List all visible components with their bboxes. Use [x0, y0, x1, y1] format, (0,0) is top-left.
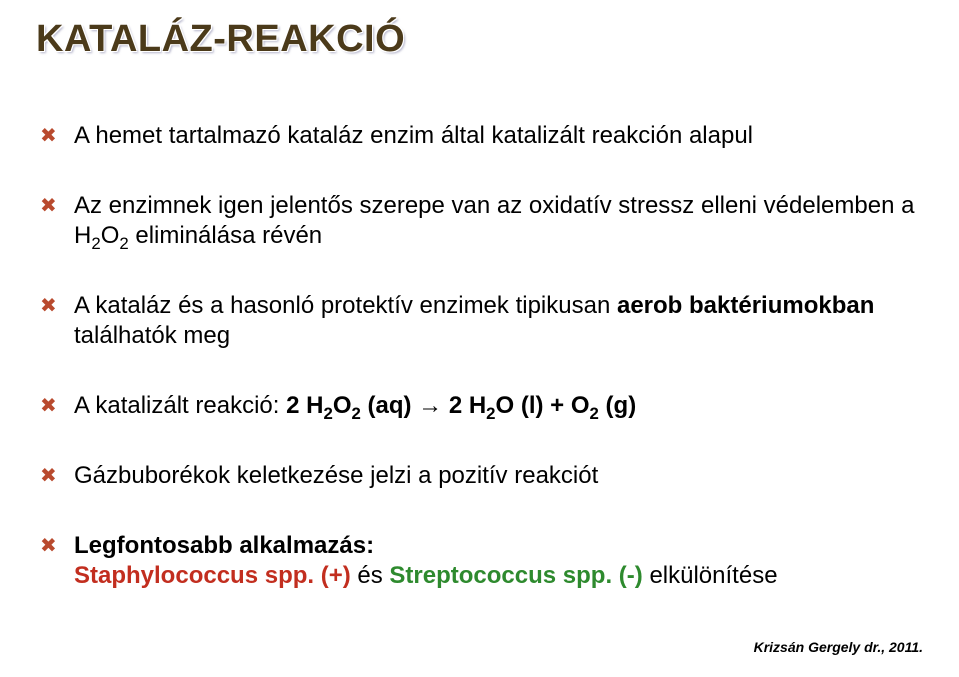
slide-title: KATALÁZ-REAKCIÓ: [36, 18, 923, 61]
list-item: A katalizált reakció: 2 H2O2 (aq) → 2 H2…: [40, 391, 923, 421]
footer-credit: Krizsán Gergely dr., 2011.: [754, 639, 923, 655]
list-item: A kataláz és a hasonló protektív enzimek…: [40, 291, 923, 351]
list-item: Az enzimnek igen jelentős szerepe van az…: [40, 191, 923, 251]
list-item: A hemet tartalmazó kataláz enzim által k…: [40, 121, 923, 151]
list-item: Gázbuborékok keletkezése jelzi a pozitív…: [40, 461, 923, 491]
bullet-list: A hemet tartalmazó kataláz enzim által k…: [36, 121, 923, 591]
list-item: Legfontosabb alkalmazás:Staphylococcus s…: [40, 531, 923, 591]
